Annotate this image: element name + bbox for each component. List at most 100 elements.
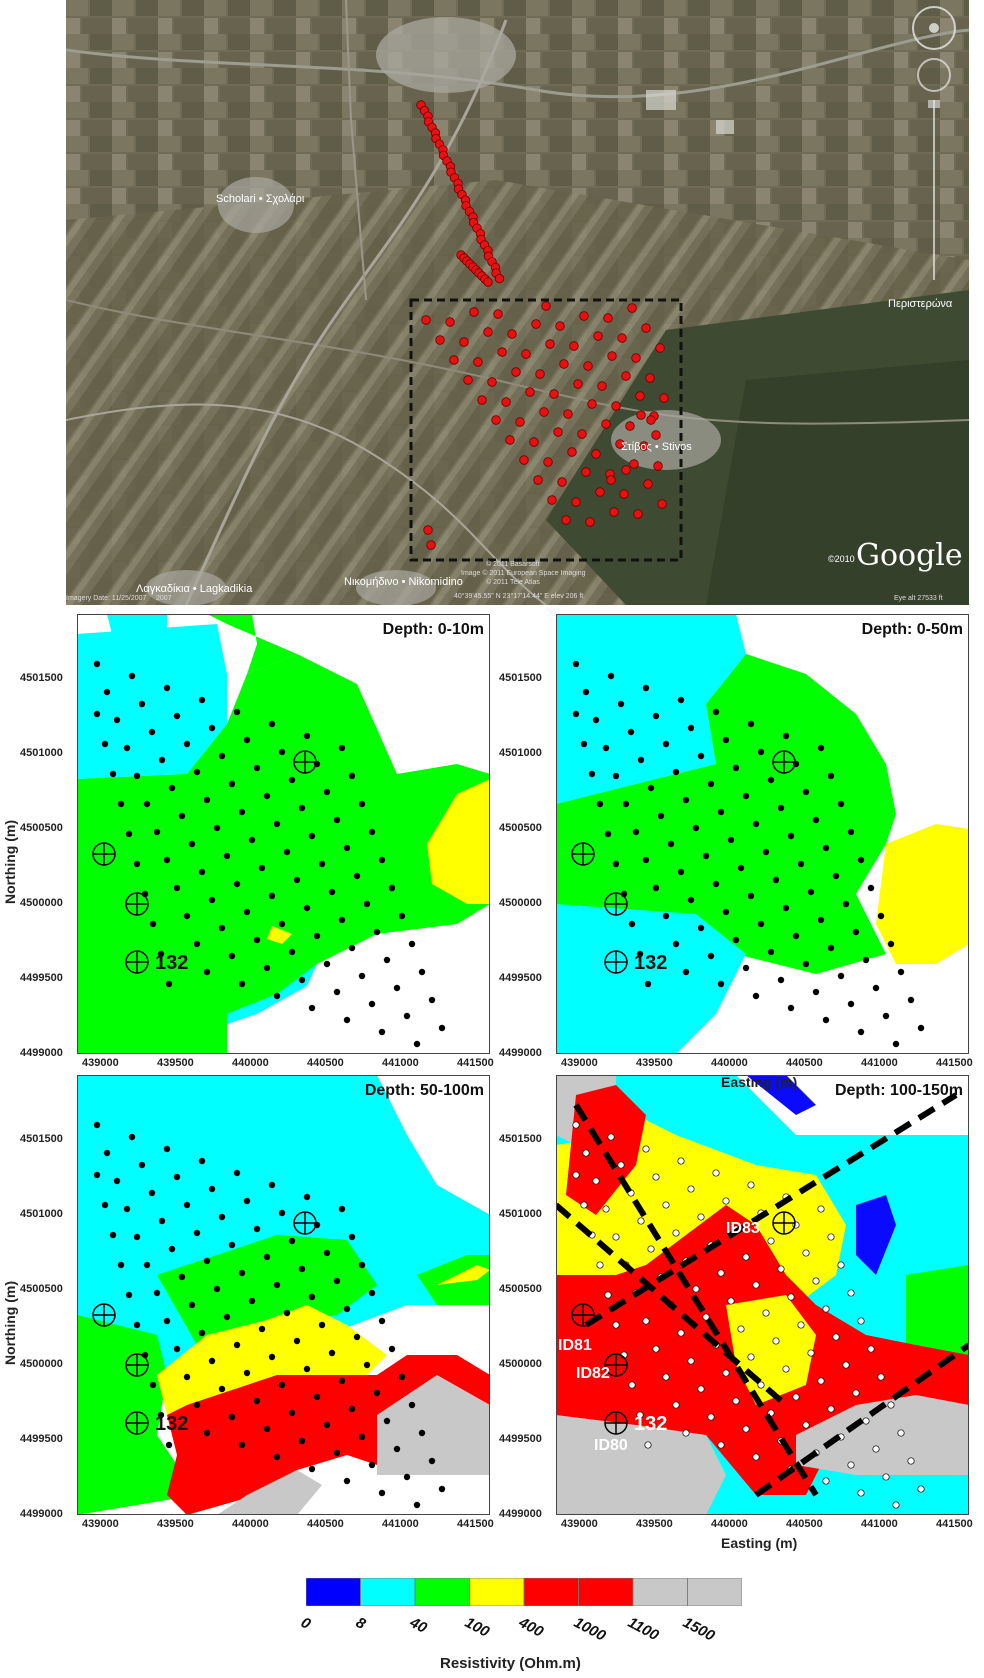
y-tick-label: 4500000 bbox=[499, 897, 542, 909]
sounding-point bbox=[757, 748, 765, 756]
sounding-point bbox=[747, 1181, 755, 1189]
place-label-stivos: Στίβος • Stivos bbox=[621, 441, 692, 453]
sounding-point bbox=[677, 1329, 685, 1337]
sounding-point bbox=[278, 1209, 286, 1217]
sounding-point bbox=[253, 764, 261, 772]
sounding-point bbox=[607, 1133, 615, 1141]
sounding-point bbox=[732, 764, 740, 772]
sounding-point bbox=[847, 1000, 855, 1008]
survey-point bbox=[515, 417, 525, 427]
sounding-point bbox=[787, 1293, 795, 1301]
sounding-point bbox=[228, 1241, 236, 1249]
navigation-controls[interactable] bbox=[912, 6, 956, 280]
sounding-point bbox=[717, 980, 725, 988]
sounding-point bbox=[582, 1149, 590, 1157]
y-tick-label: 4499500 bbox=[20, 1433, 63, 1445]
sounding-point bbox=[782, 904, 790, 912]
sounding-point bbox=[897, 1429, 905, 1437]
sounding-point bbox=[363, 900, 371, 908]
survey-point bbox=[617, 333, 627, 343]
survey-point bbox=[611, 401, 621, 411]
sounding-point bbox=[727, 836, 735, 844]
sounding-point bbox=[644, 980, 652, 988]
sounding-point bbox=[233, 708, 241, 716]
sounding-point bbox=[767, 1237, 775, 1245]
x-tick-label: 439500 bbox=[636, 1518, 673, 1530]
sounding-point bbox=[657, 812, 665, 820]
fault-line bbox=[556, 1202, 788, 1408]
sounding-point bbox=[732, 1397, 740, 1405]
sounding-point bbox=[832, 872, 840, 880]
sounding-point bbox=[857, 1028, 865, 1036]
sounding-point bbox=[722, 1369, 730, 1377]
sounding-point bbox=[93, 710, 101, 718]
survey-point bbox=[487, 377, 497, 387]
sounding-point bbox=[101, 1201, 109, 1209]
sounding-point bbox=[607, 672, 615, 680]
sounding-point bbox=[617, 1161, 625, 1169]
x-tick-label: 440000 bbox=[232, 1518, 269, 1530]
sounding-point bbox=[165, 980, 173, 988]
sounding-point bbox=[572, 710, 580, 718]
x-tick-label: 440500 bbox=[307, 1518, 344, 1530]
sounding-point bbox=[288, 948, 296, 956]
sounding-point bbox=[580, 740, 588, 748]
sounding-point bbox=[822, 844, 830, 852]
sounding-point bbox=[198, 868, 206, 876]
depth-title: Depth: 0-50m bbox=[862, 621, 963, 638]
study-area-box bbox=[409, 298, 683, 562]
sounding-point bbox=[273, 820, 281, 828]
sounding-point bbox=[183, 912, 191, 920]
sounding-point bbox=[248, 836, 256, 844]
sounding-point bbox=[612, 1233, 620, 1241]
sounding-point bbox=[103, 1149, 111, 1157]
sounding-point bbox=[308, 1004, 316, 1012]
sounding-point bbox=[298, 1265, 306, 1273]
sounding-point bbox=[203, 796, 211, 804]
sounding-point bbox=[742, 1253, 750, 1261]
sounding-point bbox=[817, 1205, 825, 1213]
sounding-point bbox=[732, 936, 740, 944]
sounding-point bbox=[628, 1381, 636, 1389]
sounding-point bbox=[348, 944, 356, 952]
sounding-point bbox=[138, 700, 146, 708]
sounding-point bbox=[772, 876, 780, 884]
survey-point bbox=[577, 429, 587, 439]
well-label: 132 bbox=[155, 952, 188, 974]
sounding-point bbox=[383, 956, 391, 964]
y-tick-label: 4501000 bbox=[20, 1208, 63, 1220]
sounding-point bbox=[627, 728, 635, 736]
sounding-point bbox=[792, 932, 800, 940]
sounding-point bbox=[428, 1457, 436, 1465]
sounding-point bbox=[722, 736, 730, 744]
sounding-point bbox=[93, 1121, 101, 1129]
x-tick-label: 441500 bbox=[457, 1057, 494, 1069]
sounding-point bbox=[662, 1201, 670, 1209]
sounding-point bbox=[832, 1333, 840, 1341]
sounding-point bbox=[343, 1477, 351, 1485]
sounding-point bbox=[157, 1411, 165, 1419]
sounding-point bbox=[697, 924, 705, 932]
survey-point bbox=[633, 509, 643, 519]
sounding-point bbox=[117, 1261, 125, 1269]
sounding-point bbox=[338, 1377, 346, 1385]
sounding-point bbox=[572, 1121, 580, 1129]
sounding-point bbox=[727, 1297, 735, 1305]
legend-tick: 1500 bbox=[679, 1614, 717, 1645]
sounding-point bbox=[722, 1197, 730, 1205]
sounding-point bbox=[682, 796, 690, 804]
sounding-point bbox=[198, 1157, 206, 1165]
sounding-point bbox=[153, 1289, 161, 1297]
sounding-point bbox=[268, 892, 276, 900]
sounding-point bbox=[636, 1411, 644, 1419]
sounding-point bbox=[363, 1361, 371, 1369]
x-tick-label: 441000 bbox=[382, 1518, 419, 1530]
sounding-point bbox=[413, 1040, 421, 1048]
sounding-point bbox=[837, 972, 845, 980]
sounding-point bbox=[644, 1441, 652, 1449]
sounding-point bbox=[353, 1333, 361, 1341]
sounding-point bbox=[138, 1161, 146, 1169]
sounding-point bbox=[857, 1489, 865, 1497]
sounding-point bbox=[328, 888, 336, 896]
sounding-point bbox=[323, 788, 331, 796]
